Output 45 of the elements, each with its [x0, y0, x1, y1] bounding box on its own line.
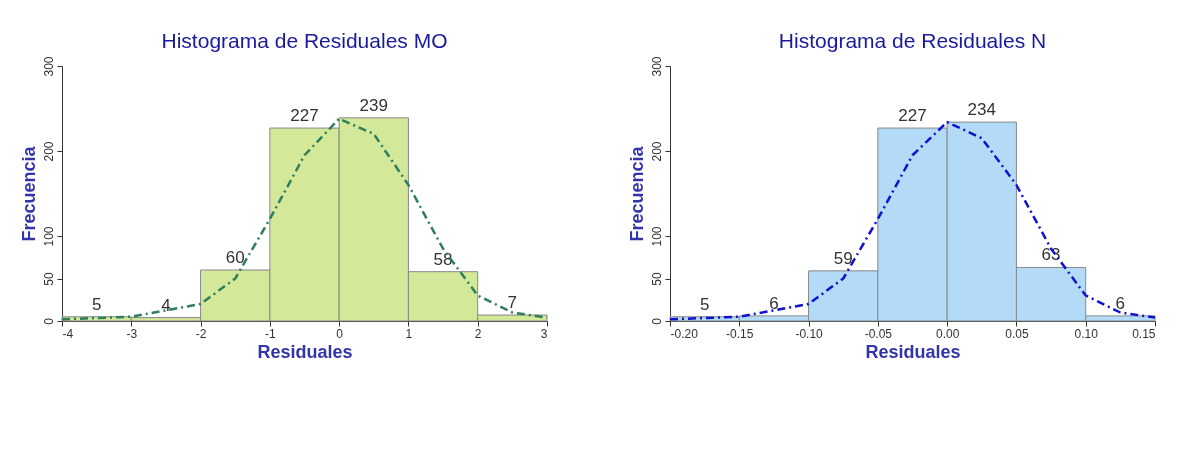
- x-tick-label: 2: [474, 326, 482, 341]
- x-tick-label: -0.20: [670, 326, 699, 341]
- x-axis-title: Residuales: [865, 341, 961, 362]
- y-tick-label: 50: [41, 272, 56, 286]
- data-label: 227: [290, 106, 319, 126]
- x-tick-label: 0.10: [1074, 326, 1099, 341]
- data-label: 234: [967, 100, 996, 120]
- x-tick-label: -0.15: [726, 326, 754, 341]
- y-axis-title: Frecuencia: [626, 145, 647, 242]
- data-label: 5: [699, 294, 710, 314]
- data-label: 58: [433, 249, 453, 269]
- x-tick-label: 0.05: [1005, 326, 1029, 341]
- x-tick-label: 0: [336, 326, 344, 341]
- data-label: 6: [1115, 293, 1126, 313]
- data-label: 59: [833, 248, 853, 268]
- data-label: 227: [898, 106, 927, 126]
- chart-title: Histograma de Residuales MO: [161, 28, 448, 52]
- y-axis-title: Frecuencia: [18, 145, 39, 242]
- x-tick-label: 0.00: [935, 326, 960, 341]
- y-tick-label: 300: [41, 56, 56, 77]
- data-label: 60: [225, 248, 245, 267]
- x-tick-label: -0.05: [864, 326, 893, 341]
- y-tick-label: 200: [649, 141, 664, 162]
- data-label: 5: [91, 294, 102, 314]
- data-label: 239: [359, 95, 388, 115]
- y-tick-label: 50: [649, 272, 664, 286]
- data-label: 6: [769, 293, 779, 313]
- y-tick-label: 300: [649, 56, 664, 77]
- y-tick-label: 0: [41, 317, 56, 325]
- x-axis-title: Residuales: [257, 341, 353, 362]
- y-tick-label: 0: [649, 317, 664, 325]
- x-tick-label: 0.15: [1132, 326, 1156, 341]
- data-label: 7: [507, 293, 518, 313]
- x-tick-label: -1: [265, 326, 277, 341]
- y-tick-label: 100: [649, 226, 664, 247]
- data-label: 4: [161, 295, 171, 315]
- x-tick-label: 3: [540, 326, 548, 341]
- y-tick-label: 100: [41, 226, 56, 247]
- x-tick-label: -0.10: [795, 326, 824, 341]
- chart-title: Histograma de Residuales N: [778, 28, 1047, 52]
- y-tick-label: 200: [41, 141, 56, 162]
- x-tick-label: 1: [405, 326, 413, 341]
- x-tick-label: -4: [62, 326, 74, 341]
- x-tick-label: -3: [126, 326, 138, 341]
- x-tick-label: -2: [195, 326, 207, 341]
